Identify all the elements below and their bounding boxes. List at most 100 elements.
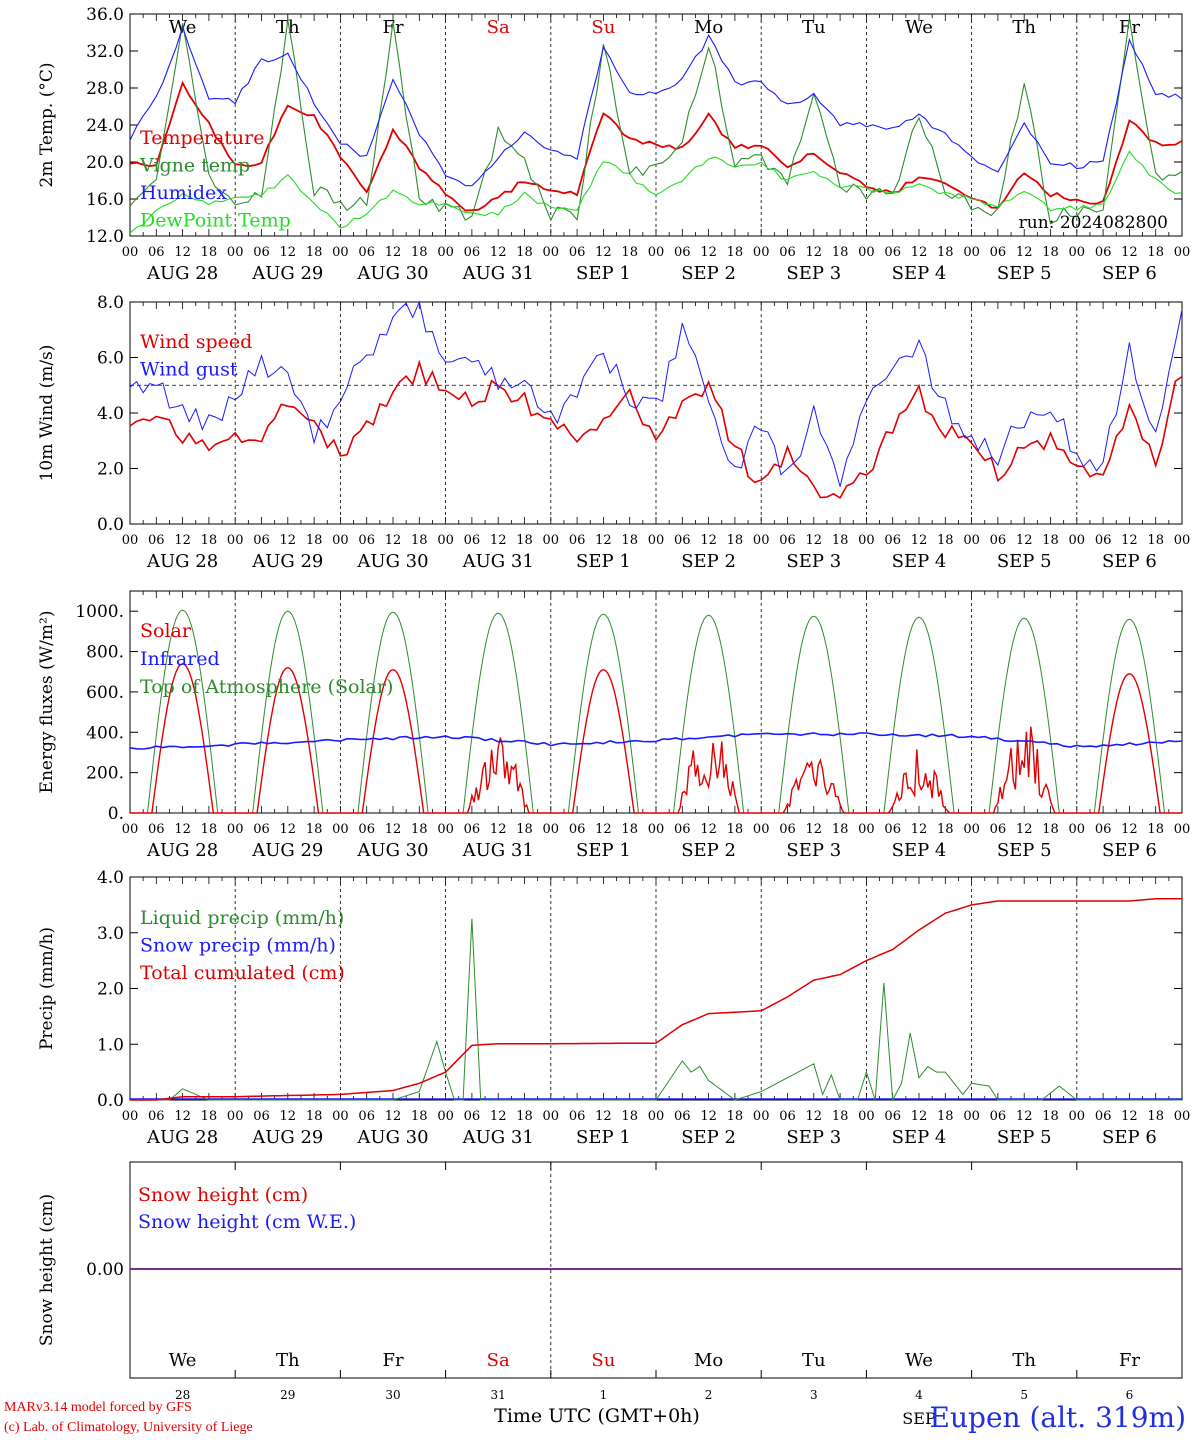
y-tick-label: 200. xyxy=(86,764,124,784)
date-label: SEP 3 xyxy=(786,551,841,572)
hour-tick-label: 12 xyxy=(280,1109,297,1124)
series-line-liquid-precip xyxy=(130,918,1182,1102)
hour-tick-label: 06 xyxy=(674,245,691,260)
hour-tick-label: 06 xyxy=(1095,245,1112,260)
temp-legend-1: Vigne temp xyxy=(139,155,250,177)
date-label: SEP 1 xyxy=(576,263,631,284)
hour-tick-label: 12 xyxy=(595,1109,612,1124)
hour-tick-label: 18 xyxy=(621,822,638,837)
hour-tick-label: 18 xyxy=(1042,822,1059,837)
y-axis-label: Energy fluxes (W/m²) xyxy=(37,611,57,794)
date-label: SEP 2 xyxy=(681,551,736,572)
hour-tick-label: 00 xyxy=(753,822,770,837)
date-label: AUG 30 xyxy=(356,263,428,284)
hour-tick-label: 06 xyxy=(148,533,165,548)
hour-tick-label: 00 xyxy=(1069,245,1086,260)
date-label: SEP 1 xyxy=(576,840,631,861)
hour-tick-label: 06 xyxy=(1095,822,1112,837)
date-label: AUG 30 xyxy=(356,840,428,861)
flux-legend-1: Infrared xyxy=(140,648,220,670)
hour-tick-label: 00 xyxy=(858,533,875,548)
series-line-wind-gust xyxy=(129,300,1183,487)
date-label: SEP 6 xyxy=(1102,551,1157,572)
hour-tick-label: 18 xyxy=(411,533,428,548)
hour-tick-label: 06 xyxy=(674,822,691,837)
hour-tick-label: 00 xyxy=(963,822,980,837)
hour-tick-label: 00 xyxy=(648,245,665,260)
hour-tick-label: 06 xyxy=(464,533,481,548)
hour-tick-label: 12 xyxy=(911,1109,928,1124)
y-tick-label: 800. xyxy=(86,643,124,663)
snow-legend-0: Snow height (cm) xyxy=(138,1184,308,1206)
hour-tick-label: 06 xyxy=(779,245,796,260)
hour-tick-label: 00 xyxy=(543,822,560,837)
hour-tick-label: 00 xyxy=(122,245,139,260)
hour-tick-label: 06 xyxy=(358,245,375,260)
hour-tick-label: 06 xyxy=(464,822,481,837)
hour-tick-label: 12 xyxy=(385,533,402,548)
day-name-label: Tu xyxy=(802,1350,826,1371)
hour-tick-label: 00 xyxy=(122,822,139,837)
day-name-label: We xyxy=(169,1350,197,1371)
hour-tick-label: 12 xyxy=(806,822,823,837)
hour-tick-label: 12 xyxy=(385,245,402,260)
hour-tick-label: 18 xyxy=(1042,1109,1059,1124)
hour-tick-label: 00 xyxy=(1174,822,1191,837)
y-tick-label: 12.0 xyxy=(86,227,124,247)
date-label: AUG 29 xyxy=(251,840,323,861)
date-label: SEP 4 xyxy=(892,263,947,284)
hour-tick-label: 00 xyxy=(332,245,349,260)
day-name-label: Th xyxy=(276,17,300,38)
hour-tick-label: 00 xyxy=(1174,533,1191,548)
y-tick-label: 1000. xyxy=(75,602,124,622)
hour-tick-label: 06 xyxy=(148,1109,165,1124)
y-axis-label: 10m Wind (m/s) xyxy=(37,345,57,482)
hour-tick-label: 18 xyxy=(832,245,849,260)
hour-tick-label: 12 xyxy=(1016,245,1033,260)
day-number-label: 29 xyxy=(280,1388,295,1402)
y-tick-label: 0.0 xyxy=(97,1091,124,1111)
hour-tick-label: 12 xyxy=(1016,1109,1033,1124)
hour-tick-label: 12 xyxy=(490,533,507,548)
hour-tick-label: 18 xyxy=(937,533,954,548)
station-label: Eupen (alt. 319m) xyxy=(929,1401,1186,1434)
y-tick-label: 32.0 xyxy=(86,42,124,62)
day-name-label: Mo xyxy=(694,1350,723,1371)
hour-tick-label: 12 xyxy=(280,533,297,548)
hour-tick-label: 00 xyxy=(437,1109,454,1124)
temp-legend-3: DewPoint Temp xyxy=(140,210,291,232)
date-label: SEP 5 xyxy=(997,551,1052,572)
hour-tick-label: 00 xyxy=(332,1109,349,1124)
hour-tick-label: 06 xyxy=(779,1109,796,1124)
hour-tick-label: 06 xyxy=(884,1109,901,1124)
date-label: SEP 5 xyxy=(997,840,1052,861)
hour-tick-label: 00 xyxy=(332,533,349,548)
hour-tick-label: 00 xyxy=(753,1109,770,1124)
date-label: SEP 2 xyxy=(681,263,736,284)
hour-tick-label: 18 xyxy=(832,1109,849,1124)
hour-tick-label: 00 xyxy=(227,533,244,548)
y-tick-label: 1.0 xyxy=(97,1035,124,1055)
date-label: SEP 5 xyxy=(997,1127,1052,1148)
hour-tick-label: 06 xyxy=(358,822,375,837)
hour-tick-label: 18 xyxy=(727,245,744,260)
time-axis-label: Time UTC (GMT+0h) xyxy=(494,1405,700,1427)
hour-tick-label: 12 xyxy=(1016,822,1033,837)
hour-tick-label: 06 xyxy=(569,1109,586,1124)
hour-tick-label: 12 xyxy=(174,822,191,837)
hour-tick-label: 06 xyxy=(990,1109,1007,1124)
hour-tick-label: 06 xyxy=(884,533,901,548)
hour-tick-label: 12 xyxy=(595,822,612,837)
hour-tick-label: 18 xyxy=(516,533,533,548)
y-axis-label: Snow height (cm) xyxy=(37,1194,57,1346)
hour-tick-label: 12 xyxy=(911,245,928,260)
series-line-dewpoint-temp xyxy=(129,150,1183,234)
hour-tick-label: 00 xyxy=(227,1109,244,1124)
month-label: SEP xyxy=(902,1409,936,1428)
precip-legend-1: Snow precip (mm/h) xyxy=(140,935,336,957)
hour-tick-label: 06 xyxy=(358,533,375,548)
y-tick-label: 6.0 xyxy=(97,349,124,369)
day-number-label: 4 xyxy=(915,1388,923,1402)
day-name-label: Th xyxy=(276,1350,300,1371)
series-line-vigne-temp xyxy=(129,17,1183,225)
